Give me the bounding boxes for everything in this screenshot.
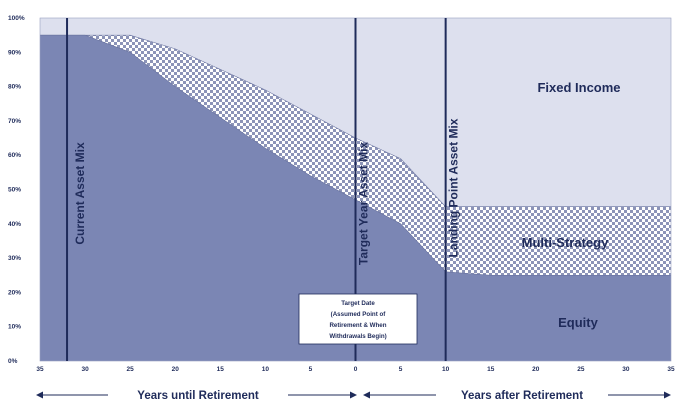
right-left-arrow-head	[363, 391, 370, 399]
marker-label-0: Current Asset Mix	[73, 142, 87, 245]
x-tick-label: 25	[577, 366, 585, 373]
annotation-line-1: Target Date	[341, 300, 375, 307]
y-tick-label: 70%	[8, 118, 21, 125]
x-axis-title-before: Years until Retirement	[137, 390, 259, 402]
annotation-line-2: (Assumed Point of	[331, 311, 387, 318]
x-tick-label: 15	[487, 366, 495, 373]
x-tick-label: 20	[532, 366, 540, 373]
y-tick-label: 50%	[8, 187, 21, 194]
equity-area	[40, 35, 671, 361]
y-axis-ticks: 0% 10% 20% 30% 40% 50% 60% 70% 80% 90% 100%	[8, 15, 25, 365]
bottom-axis-titles: Years until Retirement Years after Retir…	[36, 390, 671, 402]
y-tick-label: 90%	[8, 49, 21, 56]
x-tick-label: 5	[309, 366, 313, 373]
x-tick-label: 25	[127, 366, 135, 373]
x-tick-label: 5	[399, 366, 403, 373]
fixed-income-label: Fixed Income	[537, 80, 620, 95]
left-right-arrow-head	[350, 391, 357, 399]
x-axis-title-after: Years after Retirement	[461, 390, 583, 402]
left-arrow-head	[36, 391, 43, 399]
y-tick-label: 100%	[8, 15, 25, 22]
annotation-line-4: Withdrawals Begin)	[329, 333, 386, 340]
x-tick-label: 15	[217, 366, 225, 373]
y-tick-label: 10%	[8, 324, 21, 331]
annotation-line-3: Retirement & When	[329, 322, 386, 329]
x-tick-label: 35	[667, 366, 675, 373]
marker-label-1: Target Year Asset Mix	[357, 142, 371, 265]
right-arrow-head	[664, 391, 671, 399]
y-tick-label: 0%	[8, 358, 18, 365]
x-tick-label: 35	[36, 366, 44, 373]
x-tick-label: 20	[172, 366, 180, 373]
annotation-box	[298, 293, 418, 345]
y-tick-label: 60%	[8, 152, 21, 159]
marker-label-2: Landing Point Asset Mix	[447, 118, 461, 257]
x-tick-label: 0	[354, 366, 358, 373]
multi-strategy-label: Multi-Strategy	[522, 235, 609, 250]
x-axis-ticks: 35 30 25 20 15 10 5 0 5 10 15 20 25 30 35	[36, 366, 675, 373]
y-tick-label: 80%	[8, 84, 21, 91]
equity-label: Equity	[558, 315, 598, 330]
y-tick-label: 20%	[8, 289, 21, 296]
x-tick-label: 10	[262, 366, 270, 373]
x-tick-label: 10	[442, 366, 450, 373]
y-tick-label: 40%	[8, 221, 21, 228]
vertical-markers: Current Asset Mix Target Year Asset Mix La…	[66, 18, 461, 361]
x-tick-label: 30	[81, 366, 89, 373]
target-date-annotation: Target Date (Assumed Point of Retirement…	[298, 293, 418, 345]
x-tick-label: 30	[622, 366, 630, 373]
y-tick-label: 30%	[8, 255, 21, 262]
